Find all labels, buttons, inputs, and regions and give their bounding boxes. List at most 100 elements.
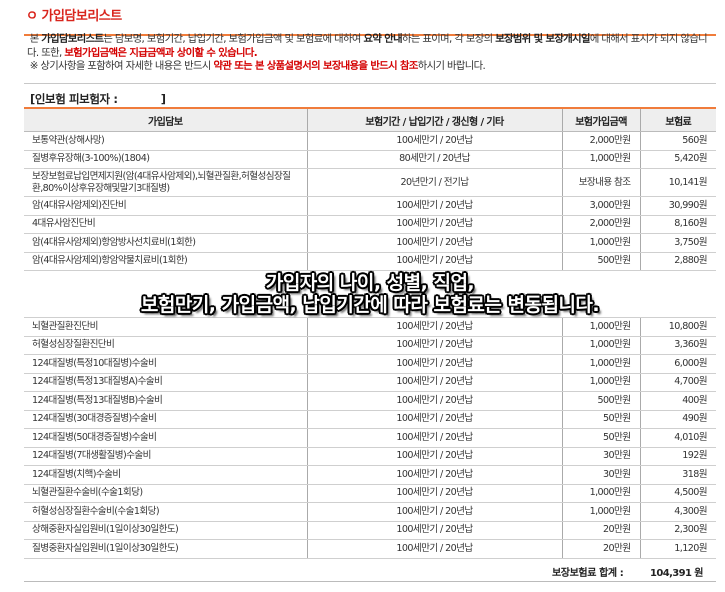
coverage-term: 100세만기 / 20년납 [306,484,562,503]
coverage-name: 암(4대유사암제외)항암약물치료비(1회한) [24,252,307,271]
desc-text: 하는 표이며, 각 보장의 [401,33,496,45]
table-row: 뇌혈관질환수술비(수술1회당) 100세만기 / 20년납 1,000만원 4,500… [24,484,716,503]
coverage-term: 100세만기 / 20년납 [306,131,562,151]
coverage-name: 암(4대유사암제외)진단비 [24,196,307,216]
coverage-amount: 1,000만원 [561,484,640,503]
coverage-premium: 192원 [639,447,716,466]
table-row: 보장보험료납입면제지원(암(4대유사암제외),뇌혈관질환,허혈성심장질환,80%… [24,168,716,197]
coverage-term: 80세만기 / 20년납 [306,150,562,169]
table-row: 124대질병(특정13대질병A)수술비 100세만기 / 20년납 1,000만원 4… [24,373,716,392]
header-premium: 보험료 [639,109,716,132]
header-coverage: 가입담보 [24,109,307,132]
coverage-term: 100세만기 / 20년납 [306,447,562,466]
coverage-amount: 500만원 [561,252,640,271]
table-section: 가입담보 보험기간 / 납입기간 / 갱신형 / 기타 보험가입금액 보험료 보… [24,109,716,582]
table-row: 보통약관(상해사망) 100세만기 / 20년납 2,000만원 560원 [24,131,716,151]
table-row: 뇌혈관질환진단비 100세만기 / 20년납 1,000만원 10,800원 [24,317,716,337]
desc-text: 에 대해서 표시가 되지 않습니다. 또한, [27,33,708,59]
coverage-premium: 6,000원 [639,354,716,374]
coverage-name: 질병중환자실입원비(1일이상30일한도) [24,539,307,559]
coverage-premium: 10,141원 [639,168,716,197]
coverage-amount: 1,000만원 [561,150,640,169]
coverage-term: 100세만기 / 20년납 [306,233,562,253]
table-row: 124대질병(특정10대질병)수술비 100세만기 / 20년납 1,000만원 6,… [24,354,716,374]
coverage-term: 100세만기 / 20년납 [306,428,562,448]
coverage-premium: 4,700원 [639,373,716,392]
coverage-premium: 3,360원 [639,336,716,355]
coverage-premium: 10,800원 [639,317,716,337]
coverage-name: 허혈성심장질환진단비 [24,336,307,355]
coverage-amount: 50만원 [561,428,640,448]
insured-label: [인보험 피보험자 : ] [30,92,166,106]
overlay-caption: 가입자의 나이, 성별, 직업, 보험만기, 가입금액, 납입기간에 따라 보험료… [24,270,716,318]
coverage-premium: 2,300원 [639,521,716,540]
desc-emphasis: 보장범위 및 보장개시일 [495,33,590,45]
coverage-name: 4대유사암진단비 [24,215,307,234]
coverage-premium: 1,120원 [639,539,716,559]
coverage-term: 100세만기 / 20년납 [306,196,562,216]
table-row: 124대질병(치핵)수술비 100세만기 / 20년납 30만원 318원 [24,465,716,485]
desc-text: 는 담보명, 보험기간, 납입기간, 보험가입금액 및 보험료에 대하여 [103,33,364,45]
table-row: 암(4대유사암제외)항암약물치료비(1회한) 100세만기 / 20년납 500만원… [24,252,716,271]
overlay-caption-line2: 보험만기, 가입금액, 납입기간에 따라 보험료는 변동됩니다. [140,294,600,316]
table-row: 124대질병(50대경증질병)수술비 100세만기 / 20년납 50만원 4,010… [24,428,716,448]
coverage-premium: 4,300원 [639,502,716,522]
table-row: 124대질병(7대생활질병)수술비 100세만기 / 20년납 30만원 192원 [24,447,716,466]
overlay-caption-row: 가입자의 나이, 성별, 직업, 보험만기, 가입금액, 납입기간에 따라 보험료… [24,270,716,318]
coverage-name: 124대질병(7대생활질병)수술비 [24,447,307,466]
coverage-name: 뇌혈관질환수술비(수술1회당) [24,484,307,503]
coverage-amount: 2,000만원 [561,131,640,151]
coverage-term: 100세만기 / 20년납 [306,465,562,485]
coverage-name: 124대질병(특정13대질병A)수술비 [24,373,307,392]
desc-text: ※ 상기사항을 포함하여 자세한 내용은 반드시 [29,60,214,72]
table-row: 허혈성심장질환진단비 100세만기 / 20년납 1,000만원 3,360원 [24,336,716,355]
total-row: 보장보험료 합계 : 104,391 원 [24,559,716,582]
coverage-premium: 8,160원 [639,215,716,234]
coverage-term: 100세만기 / 20년납 [306,373,562,392]
coverage-premium: 2,880원 [639,252,716,271]
coverage-name: 124대질병(치핵)수술비 [24,465,307,485]
coverage-name: 124대질병(특정13대질병B)수술비 [24,391,307,411]
coverage-amount: 2,000만원 [561,215,640,234]
coverage-premium: 5,420원 [639,150,716,169]
title-divider [24,34,716,36]
table-row: 질병중환자실입원비(1일이상30일한도) 100세만기 / 20년납 20만원 1,1… [24,539,716,559]
table-row: 상해중환자실입원비(1일이상30일한도) 100세만기 / 20년납 20만원 2,3… [24,521,716,540]
coverage-term: 100세만기 / 20년납 [306,410,562,429]
coverage-name: 암(4대유사암제외)항암방사선치료비(1회한) [24,233,307,253]
coverage-amount: 1,000만원 [561,317,640,337]
coverage-name: 보통약관(상해사망) [24,131,307,151]
overlay-caption-line1: 가입자의 나이, 성별, 직업, [265,272,475,294]
coverage-term: 100세만기 / 20년납 [306,521,562,540]
coverage-amount: 1,000만원 [561,336,640,355]
desc-warning: 약관 또는 본 상품설명서의 보장내용을 반드시 참조 [213,60,418,72]
coverage-name: 상해중환자실입원비(1일이상30일한도) [24,521,307,540]
coverage-premium: 30,990원 [639,196,716,216]
desc-text: 본 [29,33,42,45]
coverage-name: 보장보험료납입면제지원(암(4대유사암제외),뇌혈관질환,허혈성심장질환,80%… [24,168,307,197]
coverage-premium: 4,500원 [639,484,716,503]
coverage-name: 허혈성심장질환수술비(수술1회당) [24,502,307,522]
coverage-term: 20년만기 / 전기납 [306,168,562,197]
table-row: 질병후유장해(3-100%)(1804) 80세만기 / 20년납 1,000만원 5… [24,150,716,169]
table-row: 암(4대유사암제외)진단비 100세만기 / 20년납 3,000만원 30,990원 [24,196,716,216]
coverage-amount: 1,000만원 [561,233,640,253]
coverage-term: 100세만기 / 20년납 [306,502,562,522]
coverage-name: 124대질병(50대경증질병)수술비 [24,428,307,448]
description-divider [24,83,716,84]
coverage-term: 100세만기 / 20년납 [306,354,562,374]
coverage-amount: 50만원 [561,410,640,429]
coverage-table: 가입담보 보험기간 / 납입기간 / 갱신형 / 기타 보험가입금액 보험료 보… [24,109,716,559]
header-term: 보험기간 / 납입기간 / 갱신형 / 기타 [306,109,562,132]
coverage-premium: 3,750원 [639,233,716,253]
coverage-term: 100세만기 / 20년납 [306,539,562,559]
coverage-amount: 30만원 [561,447,640,466]
total-value: 104,391 원 [650,567,703,579]
table-top-border [24,107,716,109]
desc-emphasis: 가입담보리스트 [41,33,104,45]
desc-text: 하시기 바랍니다. [417,60,486,72]
coverage-amount: 20만원 [561,539,640,559]
coverage-term: 100세만기 / 20년납 [306,215,562,234]
coverage-premium: 4,010원 [639,428,716,448]
